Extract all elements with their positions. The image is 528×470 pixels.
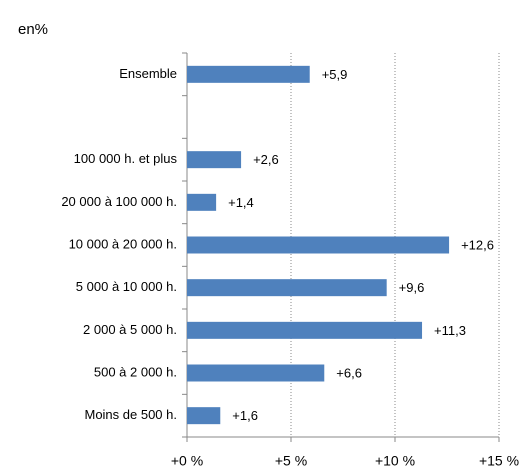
x-tick-label: +10 %	[375, 453, 415, 469]
bar	[187, 151, 242, 169]
bar	[187, 407, 221, 425]
y-tick-label: 20 000 à 100 000 h.	[61, 194, 177, 209]
value-label: +5,9	[322, 67, 348, 82]
value-label: +6,6	[336, 365, 362, 380]
x-tick-label: +0 %	[171, 453, 203, 469]
bar	[187, 364, 325, 382]
bar	[187, 279, 387, 297]
bar	[187, 236, 450, 254]
bar	[187, 193, 217, 211]
value-label: +1,4	[228, 195, 254, 210]
unit-label: en%	[18, 21, 48, 38]
y-tick-label: 10 000 à 20 000 h.	[69, 236, 177, 251]
y-tick-label: 500 à 2 000 h.	[94, 364, 177, 379]
bar	[187, 321, 423, 339]
x-tick-label: +15 %	[479, 453, 519, 469]
y-tick-label: 2 000 à 5 000 h.	[83, 322, 177, 337]
y-tick-label: Ensemble	[119, 66, 177, 81]
y-tick-label: 5 000 à 10 000 h.	[76, 279, 177, 294]
x-tick-label: +5 %	[275, 453, 307, 469]
y-tick-label: Moins de 500 h.	[84, 407, 177, 422]
value-label: +1,6	[232, 408, 258, 423]
y-tick-label: 100 000 h. et plus	[74, 151, 178, 166]
value-label: +11,3	[434, 323, 466, 338]
bar	[187, 65, 310, 83]
value-label: +2,6	[253, 152, 279, 167]
value-label: +9,6	[399, 280, 425, 295]
value-label: +12,6	[461, 237, 494, 252]
